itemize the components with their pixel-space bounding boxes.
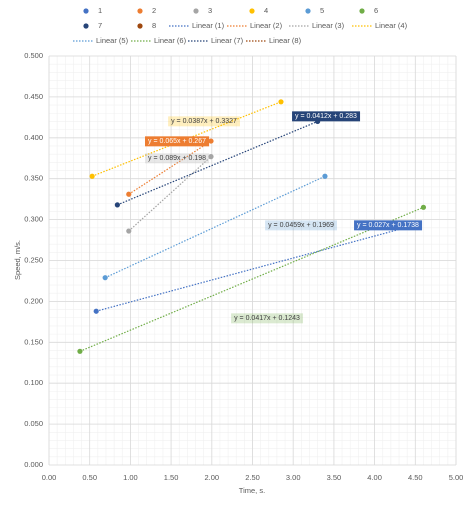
trendline-label-box: [292, 111, 361, 122]
trendline-label: y = 0.0417x + 0.1243: [234, 315, 300, 322]
trendline-label: y = 0.0387x + 0.3327: [171, 118, 237, 125]
y-tick-label: 0.050: [24, 419, 43, 428]
legend-marker: [359, 8, 365, 14]
legend-label: Linear (2): [250, 21, 283, 30]
trendline: [104, 175, 326, 279]
x-tick-label: 4.00: [367, 473, 382, 482]
y-tick-label: 0.000: [24, 460, 43, 469]
y-tick-label: 0.250: [24, 255, 43, 264]
legend-label: Linear (8): [269, 36, 302, 45]
trendline: [79, 206, 424, 352]
data-point: [89, 173, 95, 179]
trendline-label-box: [265, 220, 337, 231]
x-tick-label: 4.50: [408, 473, 423, 482]
data-point: [278, 99, 284, 105]
data-point: [322, 173, 328, 179]
legend-label: 3: [208, 6, 212, 15]
x-tick-label: 0.50: [82, 473, 97, 482]
y-tick-label: 0.350: [24, 174, 43, 183]
y-tick-label: 0.200: [24, 296, 43, 305]
y-tick-label: 0.150: [24, 337, 43, 346]
trendline: [128, 156, 212, 232]
legend-label: 4: [264, 6, 268, 15]
trendline: [128, 140, 212, 195]
legend-label: 8: [152, 21, 156, 30]
x-tick-label: 2.50: [245, 473, 260, 482]
trendline-label-box: [231, 313, 303, 324]
legend-label: Linear (4): [375, 21, 408, 30]
x-tick-label: 0.00: [42, 473, 57, 482]
data-point: [114, 202, 120, 208]
data-point: [77, 348, 83, 354]
legend-label: Linear (1): [192, 21, 225, 30]
x-tick-label: 2.00: [204, 473, 219, 482]
legend-label: Linear (3): [312, 21, 345, 30]
legend-marker: [249, 8, 255, 14]
legend-marker: [305, 8, 311, 14]
legend-marker: [83, 8, 89, 14]
x-tick-label: 3.00: [286, 473, 301, 482]
x-tick-label: 5.00: [449, 473, 464, 482]
legend-marker: [83, 23, 89, 29]
legend-label: 6: [374, 6, 378, 15]
y-axis-title: Speed, m/s.: [13, 240, 22, 280]
data-point: [126, 191, 132, 197]
data-point: [102, 275, 108, 281]
legend-marker: [137, 23, 143, 29]
legend-label: 2: [152, 6, 156, 15]
trendline-label: y = 0.0459x + 0.1969: [268, 222, 334, 229]
legend-marker: [137, 8, 143, 14]
legend-label: Linear (6): [154, 36, 187, 45]
data-point: [420, 204, 427, 210]
x-axis-title: Time, s.: [239, 486, 265, 495]
data-point: [208, 138, 214, 144]
trendline: [117, 120, 318, 206]
y-tick-label: 0.100: [24, 378, 43, 387]
legend-label: Linear (5): [96, 36, 129, 45]
trendline-label-box: [168, 116, 240, 127]
trendline-label-box: [145, 136, 210, 147]
trendline-label-box: [145, 153, 210, 164]
data-point: [126, 228, 132, 234]
x-tick-label: 1.00: [123, 473, 138, 482]
trendline-label: y = 0.065x + 0.267: [148, 138, 206, 145]
legend-label: 1: [98, 6, 102, 15]
legend-label: 5: [320, 6, 324, 15]
trendline-label: y = 0.027x + 0.1738: [357, 222, 419, 229]
y-tick-label: 0.300: [24, 215, 43, 224]
trendline: [91, 101, 282, 177]
x-tick-label: 1.50: [164, 473, 179, 482]
trendline: [96, 225, 412, 312]
y-tick-label: 0.450: [24, 92, 43, 101]
trendline-label: y = 0.089x + 0.198: [148, 155, 206, 162]
legend-label: 7: [98, 21, 102, 30]
x-tick-label: 3.50: [327, 473, 342, 482]
trendline-label-box: [354, 220, 423, 231]
data-point: [93, 308, 99, 314]
data-point: [208, 154, 214, 160]
y-tick-label: 0.400: [24, 133, 43, 142]
legend-label: Linear (7): [211, 36, 244, 45]
legend-marker: [193, 8, 199, 14]
y-tick-label: 0.500: [24, 51, 43, 60]
trendline-label: y = 0.0412x + 0.283: [295, 113, 357, 120]
